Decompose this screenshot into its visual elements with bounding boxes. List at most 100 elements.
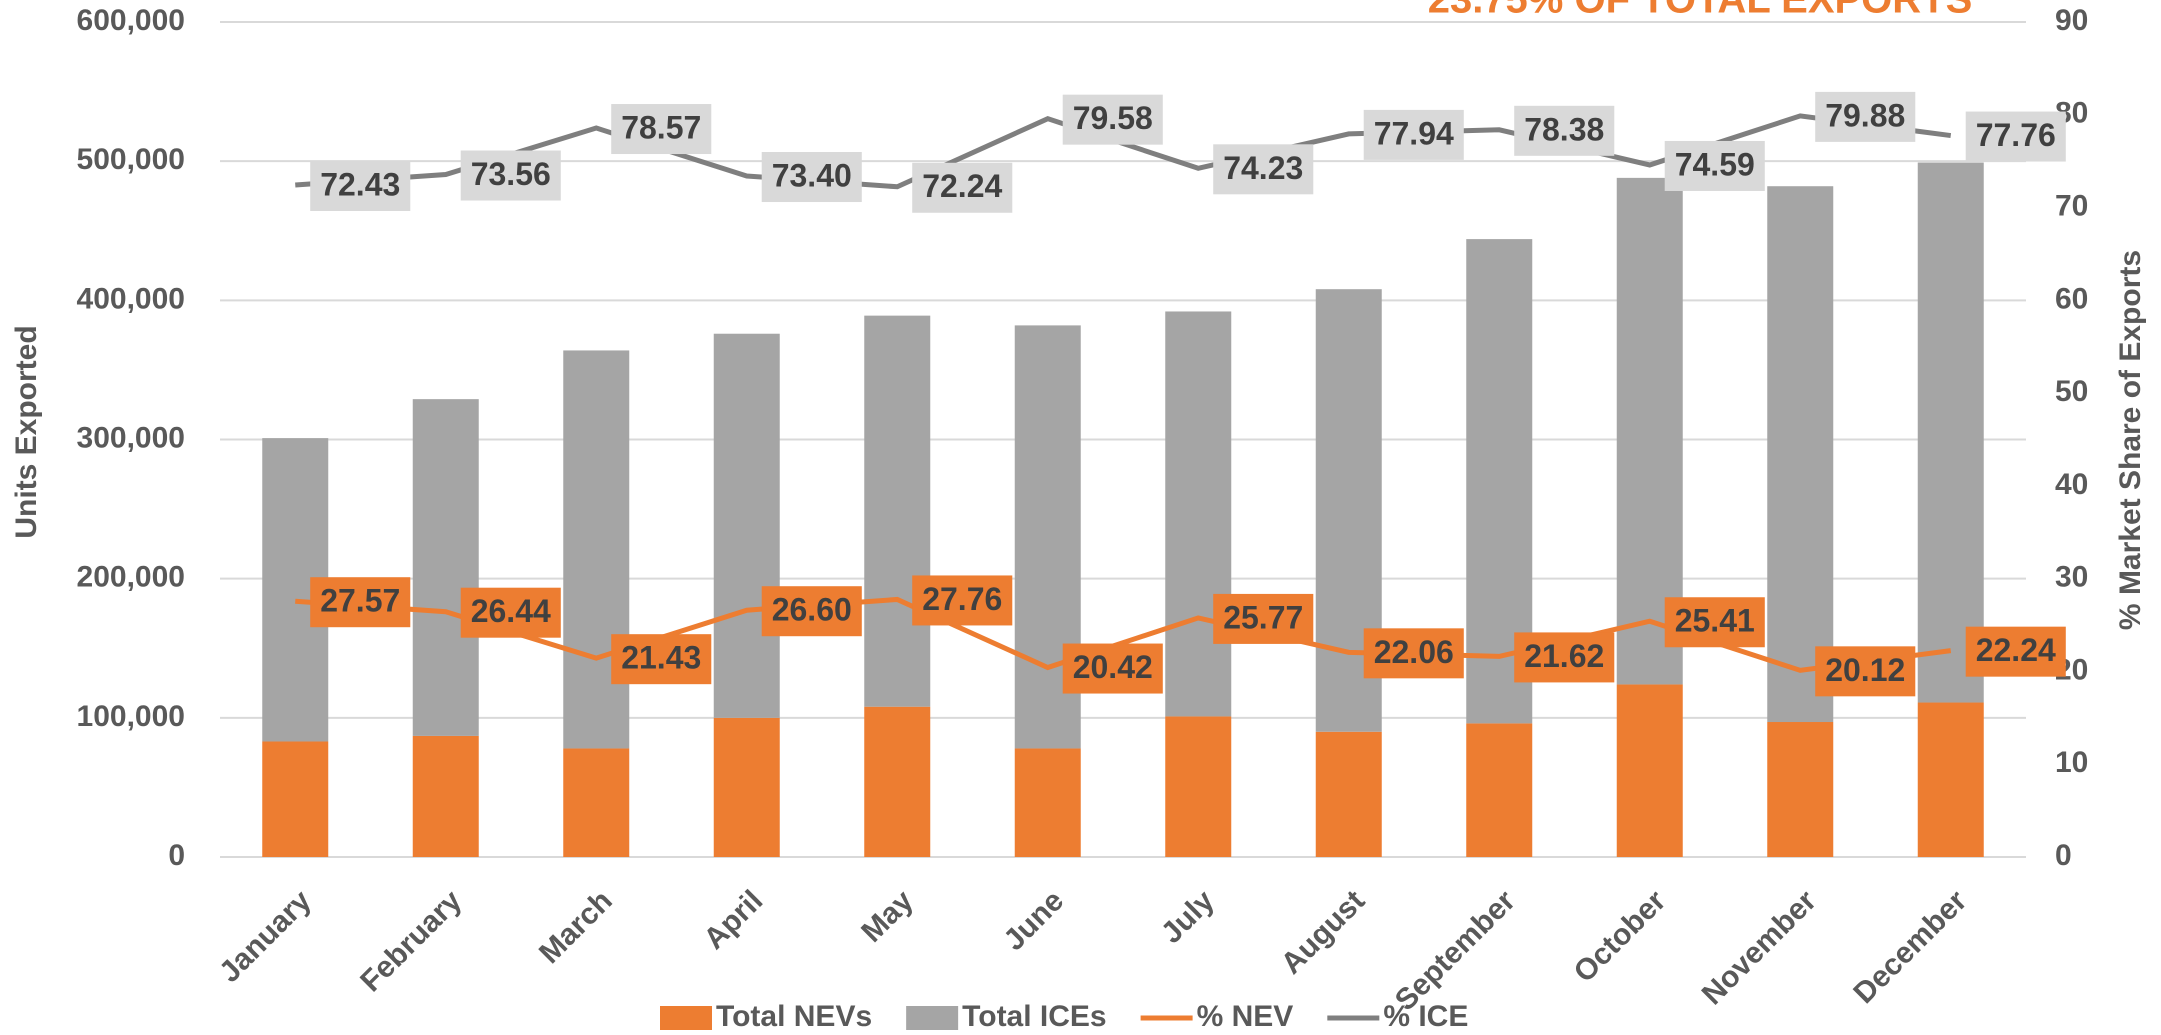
legend-label: % ICE [1383,1000,1468,1033]
bar [864,315,931,707]
data-label: 73.40 [761,152,862,203]
bar [713,717,780,857]
data-label: 21.62 [1514,632,1615,683]
data-label: 73.56 [460,150,561,201]
data-label: 72.43 [310,161,411,212]
data-label: 20.12 [1815,646,1916,697]
data-label-text: 74.23 [1223,150,1303,186]
data-label-box [1965,111,2066,162]
x-tick-label: June [997,884,1070,957]
y-tick-label: 600,000 [77,4,185,37]
data-label: 22.24 [1965,626,2066,677]
y2-tick-label: 60 [2055,282,2088,315]
y2-tick-label: 0 [2055,839,2072,872]
y-tick-label: 300,000 [77,421,185,454]
data-label-box [611,634,712,685]
y-tick-label: 0 [168,839,185,872]
data-label-box [310,161,411,212]
x-tick-label: May [855,884,920,949]
data-label: 27.57 [310,577,411,628]
bar [1466,723,1533,857]
data-label-box [761,586,862,637]
y2-tick-label: 90 [2055,4,2088,37]
x-tick-label: October [1568,884,1673,989]
bar [563,748,630,857]
y2-axis-label: % Market Share of Exports [2114,250,2147,630]
legend-label: % NEV [1197,1000,1294,1033]
data-label-box [460,150,561,201]
data-label: 25.41 [1664,597,1765,648]
data-label-text: 78.38 [1524,111,1604,147]
data-label-box [1363,628,1464,679]
data-label: 20.42 [1062,643,1163,694]
data-label-text: 73.40 [772,157,852,193]
x-tick-label: September [1389,884,1522,1017]
data-label-box [912,575,1013,626]
bar [1315,731,1382,857]
data-label: 25.77 [1213,593,1314,644]
data-label: 78.57 [611,104,712,155]
data-label-box [1664,597,1765,648]
data-label-box [1965,626,2066,677]
bar [412,735,479,857]
bar [1917,162,1984,703]
x-tick-label: April [698,884,770,956]
data-label-text: 78.57 [621,109,701,145]
data-label-box [1664,140,1765,191]
bar [1165,716,1232,857]
bar [1165,311,1232,717]
legend-label: Total ICEs [962,1000,1106,1033]
data-label-text: 72.43 [320,166,400,202]
y2-tick-label: 10 [2055,746,2088,779]
data-label-box [1514,105,1615,156]
data-label-text: 21.43 [621,640,701,676]
bar [1767,722,1834,857]
data-label-text: 73.56 [471,156,551,192]
data-label: 79.58 [1062,94,1163,145]
data-label-text: 77.76 [1976,117,2056,153]
data-label: 26.44 [460,587,561,638]
y2-tick-label: 40 [2055,468,2088,501]
data-label-text: 25.41 [1675,603,1755,639]
bar [262,741,329,857]
data-label-box [611,104,712,155]
data-label-text: 77.94 [1374,115,1454,151]
bar [1767,186,1834,723]
data-label-text: 26.60 [772,592,852,628]
data-label: 77.94 [1363,109,1464,160]
data-label-box [1363,109,1464,160]
y-tick-label: 200,000 [77,561,185,594]
data-label-box [310,577,411,628]
data-label-text: 27.57 [320,583,400,619]
y-tick-label: 100,000 [77,700,185,733]
x-tick-label: January [213,884,318,989]
data-label: 27.76 [912,575,1013,626]
y2-tick-label: 30 [2055,561,2088,594]
data-label: 72.24 [912,162,1013,213]
data-label-box [1815,646,1916,697]
data-label-text: 22.06 [1374,634,1454,670]
data-label-text: 72.24 [922,168,1002,204]
data-label-box [460,587,561,638]
y2-tick-label: 70 [2055,189,2088,222]
data-label-box [761,152,862,203]
y-tick-label: 500,000 [77,143,185,176]
bar [713,333,780,718]
data-label-text: 79.88 [1825,97,1905,133]
data-label-text: 20.12 [1825,652,1905,688]
data-label: 22.06 [1363,628,1464,679]
data-label-text: 27.76 [922,581,1002,617]
data-label-box [1213,593,1314,644]
data-label: 74.23 [1213,144,1314,195]
data-label-text: 25.77 [1223,599,1303,635]
legend-label: Total NEVs [716,1000,872,1033]
data-label-box [1815,91,1916,142]
data-label-text: 22.24 [1976,632,2056,668]
data-label-text: 74.59 [1675,146,1755,182]
bar [1616,684,1683,857]
x-tick-label: August [1275,884,1371,980]
data-label: 77.76 [1965,111,2066,162]
data-label: 74.59 [1664,140,1765,191]
data-label-box [1213,144,1314,195]
